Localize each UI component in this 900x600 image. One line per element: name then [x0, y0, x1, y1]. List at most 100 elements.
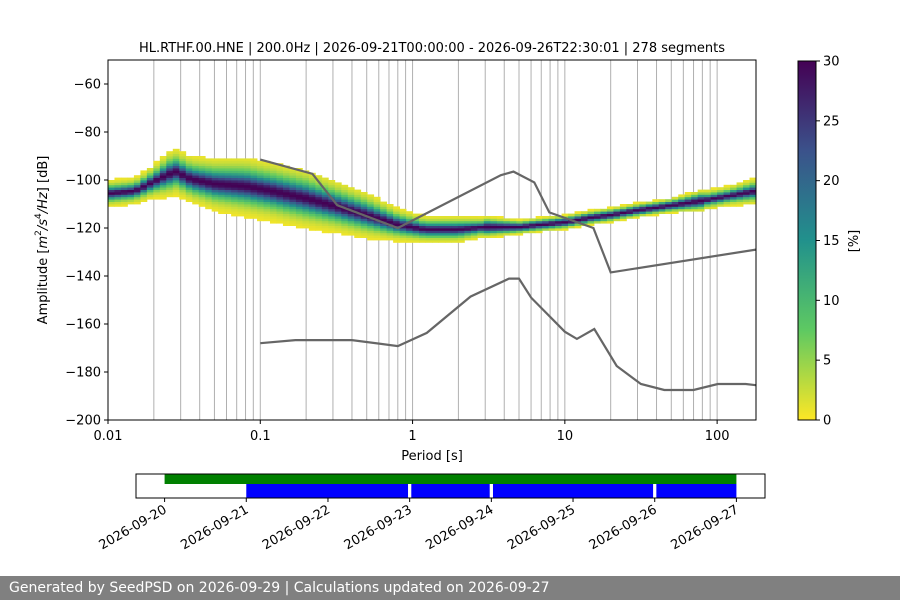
- psd-cell: [341, 230, 349, 234]
- psd-cell: [211, 196, 219, 200]
- psd-cell: [419, 232, 426, 236]
- psd-cell: [127, 184, 135, 188]
- psd-cell: [108, 182, 115, 186]
- psd-cell: [308, 206, 316, 210]
- psd-cell: [373, 232, 381, 236]
- psd-cell: [224, 182, 232, 186]
- psd-cell: [198, 182, 206, 186]
- psd-cell: [231, 192, 238, 195]
- psd-cell: [231, 211, 238, 214]
- psd-cell: [192, 180, 200, 183]
- psd-cell: [749, 189, 756, 193]
- psd-cell: [308, 223, 316, 226]
- psd-cell: [140, 199, 148, 202]
- psd-cell: [159, 170, 167, 174]
- psd-cell: [205, 158, 213, 162]
- psd-cell: [639, 213, 647, 217]
- psd-cell: [282, 201, 290, 205]
- psd-cell: [224, 194, 232, 198]
- psd-cell: [166, 151, 174, 154]
- psd-cell: [185, 180, 193, 183]
- psd-cell: [257, 196, 264, 200]
- psd-cell: [127, 182, 135, 186]
- psd-cell: [334, 206, 342, 210]
- psd-cell: [231, 199, 238, 202]
- psd-cell: [347, 206, 355, 210]
- psd-cell: [231, 182, 238, 186]
- psd-cell: [367, 194, 375, 198]
- psd-cell: [250, 175, 258, 178]
- psd-cell: [535, 220, 543, 224]
- psd-cell: [380, 230, 388, 234]
- psd-cell: [360, 206, 368, 210]
- psd-cell: [218, 199, 226, 202]
- psd-cell: [457, 235, 465, 238]
- psd-cell: [704, 206, 712, 210]
- psd-cell: [257, 216, 264, 219]
- psd-cell: [205, 180, 213, 183]
- psd-cell: [399, 235, 407, 238]
- psd-cell: [308, 182, 316, 186]
- psd-cell: [412, 213, 420, 217]
- psd-cell: [198, 196, 206, 200]
- psd-cell: [205, 206, 213, 210]
- psd-cell: [347, 194, 355, 198]
- psd-cell: [432, 232, 439, 236]
- psd-cell: [166, 156, 174, 159]
- psd-cell: [315, 216, 323, 219]
- psd-cell: [276, 170, 284, 174]
- psd-cell: [295, 172, 303, 176]
- psd-cell: [341, 204, 349, 207]
- psd-cell: [321, 220, 329, 224]
- psd-cell: [244, 201, 251, 205]
- psd-cell: [257, 184, 264, 188]
- psd-cell: [302, 208, 310, 212]
- psd-cell: [419, 223, 426, 226]
- psd-cell: [347, 189, 355, 193]
- psd-cell: [263, 208, 271, 212]
- psd-cell: [108, 194, 115, 198]
- psd-cell: [367, 235, 375, 238]
- psd-cell: [250, 211, 258, 214]
- psd-cell: [438, 220, 446, 224]
- psd-cell: [179, 192, 187, 195]
- psd-cell: [451, 223, 459, 226]
- psd-cell: [114, 196, 122, 200]
- psd-cell: [289, 220, 297, 224]
- psd-cell: [723, 192, 731, 195]
- psd-cell: [425, 230, 433, 234]
- psd-cell: [328, 199, 336, 202]
- footer-text: Generated by SeedPSD on 2026-09-29 | Cal…: [9, 580, 550, 596]
- psd-cell: [276, 220, 284, 224]
- psd-cell: [354, 201, 362, 205]
- psd-cell: [386, 235, 394, 238]
- psd-cell: [386, 228, 394, 231]
- psd-cell: [684, 199, 692, 202]
- psd-cell: [179, 180, 187, 183]
- psd-cell: [334, 228, 342, 231]
- psd-cell: [133, 201, 141, 205]
- psd-cell: [321, 184, 329, 188]
- psd-cell: [282, 192, 290, 195]
- y-label-part: Amplitude [: [36, 249, 51, 325]
- psd-cell: [270, 218, 277, 222]
- psd-cell: [406, 230, 413, 234]
- psd-cell: [406, 213, 413, 217]
- psd-cell: [250, 216, 258, 219]
- psd-cell: [120, 177, 128, 181]
- colorbar-tick-label: 0: [823, 414, 831, 429]
- psd-cell: [658, 211, 666, 214]
- psd-cell: [594, 211, 601, 214]
- psd-cell: [321, 230, 329, 234]
- psd-cell: [451, 237, 459, 241]
- psd-cell: [224, 208, 232, 212]
- psd-cell: [321, 194, 329, 198]
- computed-segment-bar: [411, 484, 490, 498]
- psd-cell: [120, 196, 128, 200]
- psd-cell: [697, 201, 705, 205]
- psd-cell: [270, 189, 277, 193]
- psd-cell: [509, 230, 517, 234]
- psd-cell: [270, 199, 277, 202]
- psd-cell: [179, 165, 187, 169]
- psd-cell: [244, 160, 251, 164]
